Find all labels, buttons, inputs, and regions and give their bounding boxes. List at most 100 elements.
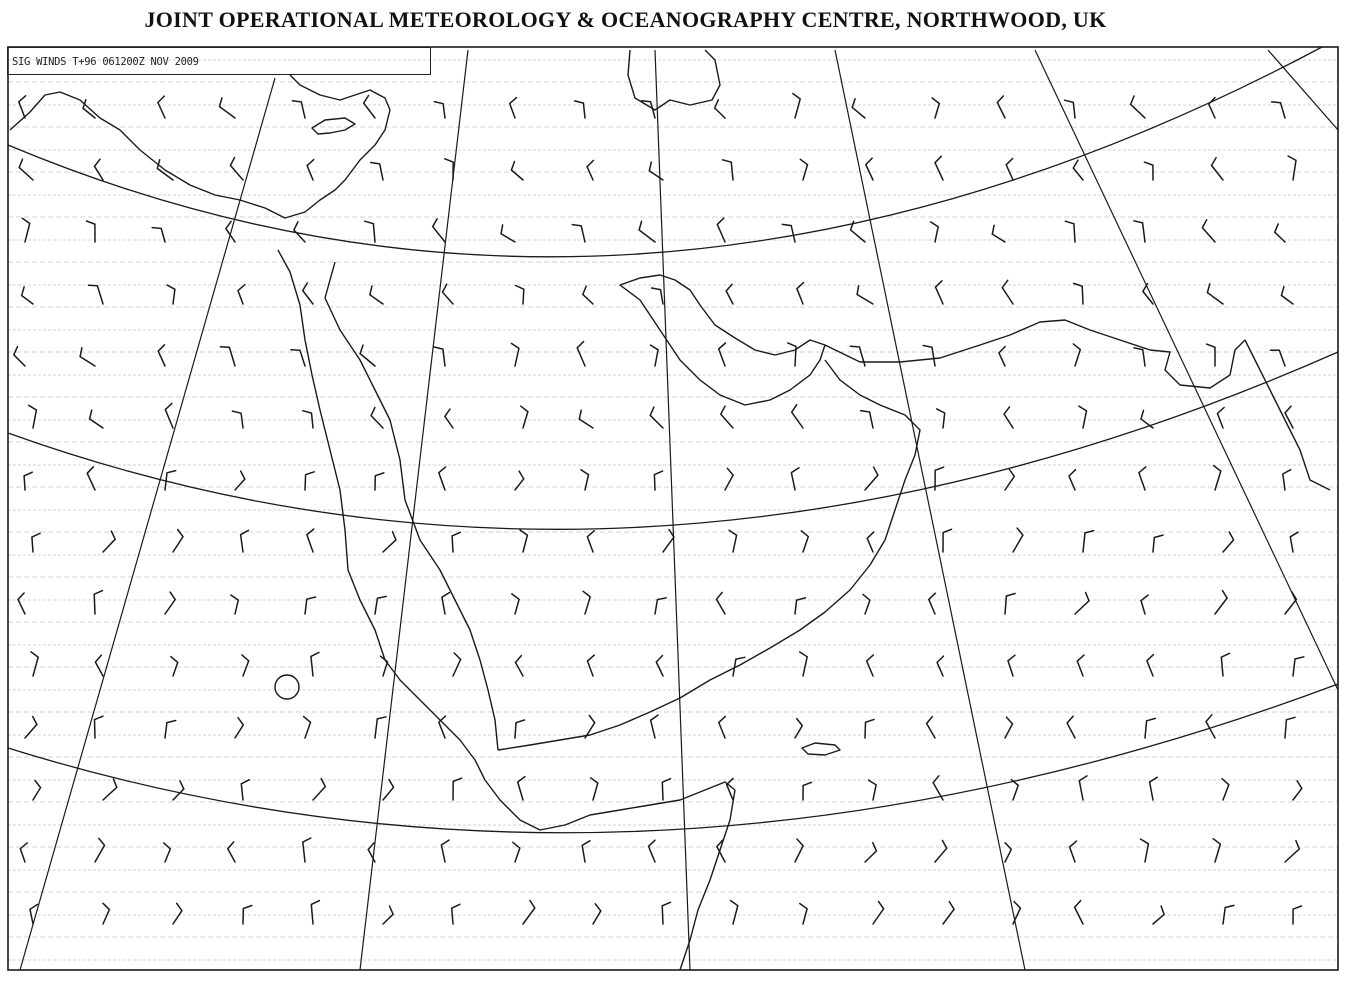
wind-barb xyxy=(798,651,809,677)
wind-barb xyxy=(866,531,875,553)
meridian xyxy=(359,49,469,971)
wind-barb xyxy=(1284,405,1294,429)
wind-barb xyxy=(17,592,26,615)
wind-barb xyxy=(1214,589,1229,615)
wind-barb xyxy=(1138,466,1147,491)
wind-barb xyxy=(301,282,314,305)
wind-barb xyxy=(717,342,727,367)
wind-barb xyxy=(304,471,315,491)
wind-barb xyxy=(931,97,941,119)
wind-barb xyxy=(510,342,520,367)
wind-barb xyxy=(864,157,874,181)
wind-barb xyxy=(721,159,734,181)
latitude-arc-north xyxy=(7,46,1323,258)
wind-barb xyxy=(1004,716,1014,739)
wind-barb xyxy=(1212,837,1222,863)
wind-barb xyxy=(799,158,809,181)
wind-barb xyxy=(1078,775,1088,801)
wind-barb xyxy=(93,589,104,615)
wind-barb xyxy=(653,470,664,491)
wind-barb xyxy=(1129,95,1146,119)
wind-barb xyxy=(452,652,462,677)
wind-barb xyxy=(94,654,104,677)
wind-barb xyxy=(934,839,948,863)
wind-barb xyxy=(1280,285,1294,305)
wind-barb xyxy=(157,95,166,119)
wind-barb xyxy=(586,654,596,677)
wind-barb xyxy=(1133,347,1146,367)
chart-title: JOINT OPERATIONAL METEOROLOGY & OCEANOGR… xyxy=(144,7,1107,32)
wind-barb xyxy=(991,224,1006,243)
wind-barb xyxy=(934,280,944,305)
wind-barb xyxy=(1210,156,1224,181)
wind-barb xyxy=(794,597,807,615)
wind-barb xyxy=(1292,780,1303,801)
wind-barb xyxy=(437,466,447,491)
wind-barb xyxy=(1152,905,1165,925)
wind-barb xyxy=(1140,594,1149,615)
meridian xyxy=(654,49,691,971)
wind-barb xyxy=(164,402,174,429)
wind-barb xyxy=(164,469,177,491)
wind-barb xyxy=(441,591,451,615)
map-frame xyxy=(7,46,1339,971)
india-coast xyxy=(1244,339,1331,491)
wind-barb xyxy=(164,719,177,739)
wind-barb xyxy=(1270,101,1286,119)
wind-barb xyxy=(1220,652,1231,677)
wind-barb xyxy=(31,532,41,553)
wind-barb xyxy=(1141,282,1154,305)
meridian-lines xyxy=(19,49,1339,971)
wind-barb xyxy=(170,655,179,677)
wind-barb xyxy=(1012,527,1024,553)
wind-barb xyxy=(363,220,376,243)
wind-barb xyxy=(1222,904,1235,925)
wind-barb xyxy=(452,777,463,801)
wind-barb xyxy=(849,220,866,243)
wind-barb xyxy=(29,903,39,925)
wind-barb xyxy=(151,226,166,243)
wind-barb xyxy=(864,718,875,739)
wind-barb xyxy=(996,95,1006,119)
wind-barb xyxy=(1076,654,1085,677)
wind-barb xyxy=(725,283,734,305)
wind-barb xyxy=(444,158,454,181)
wind-barb xyxy=(230,594,240,615)
wind-barb xyxy=(86,466,96,491)
wind-barb xyxy=(794,838,805,863)
mediterranean-coast xyxy=(9,74,391,219)
wind-barb xyxy=(368,285,384,305)
wind-barb xyxy=(1012,900,1022,925)
wind-barb xyxy=(17,95,27,119)
wind-barb xyxy=(304,596,317,615)
wind-barb xyxy=(234,470,246,491)
wind-barb xyxy=(291,99,306,119)
wind-barb xyxy=(1072,282,1084,305)
wind-barb xyxy=(649,344,659,367)
wind-barb xyxy=(781,223,796,243)
wind-barb xyxy=(514,654,524,677)
cyprus-coast xyxy=(311,117,356,135)
wind-barb xyxy=(729,899,739,925)
wind-barb xyxy=(302,715,312,739)
wind-barb xyxy=(374,472,385,491)
wind-barb xyxy=(717,715,727,739)
wind-barb xyxy=(654,597,667,615)
wind-barb xyxy=(936,655,945,677)
wind-barb xyxy=(241,654,250,677)
wind-barb xyxy=(1140,409,1154,429)
wind-barb xyxy=(382,778,395,801)
wind-barb xyxy=(856,284,874,305)
red-sea-west-coast xyxy=(277,249,736,831)
wind-barb xyxy=(1287,155,1297,181)
wind-barb xyxy=(82,98,96,119)
wind-barb xyxy=(85,220,96,243)
wind-barb xyxy=(851,98,866,119)
wind-barb xyxy=(1284,590,1298,615)
wind-barb xyxy=(312,777,327,801)
wind-barb xyxy=(929,221,940,243)
wind-barb xyxy=(942,528,953,553)
wind-barb xyxy=(310,899,321,925)
wind-barb xyxy=(156,158,174,181)
wind-barb xyxy=(849,345,866,367)
